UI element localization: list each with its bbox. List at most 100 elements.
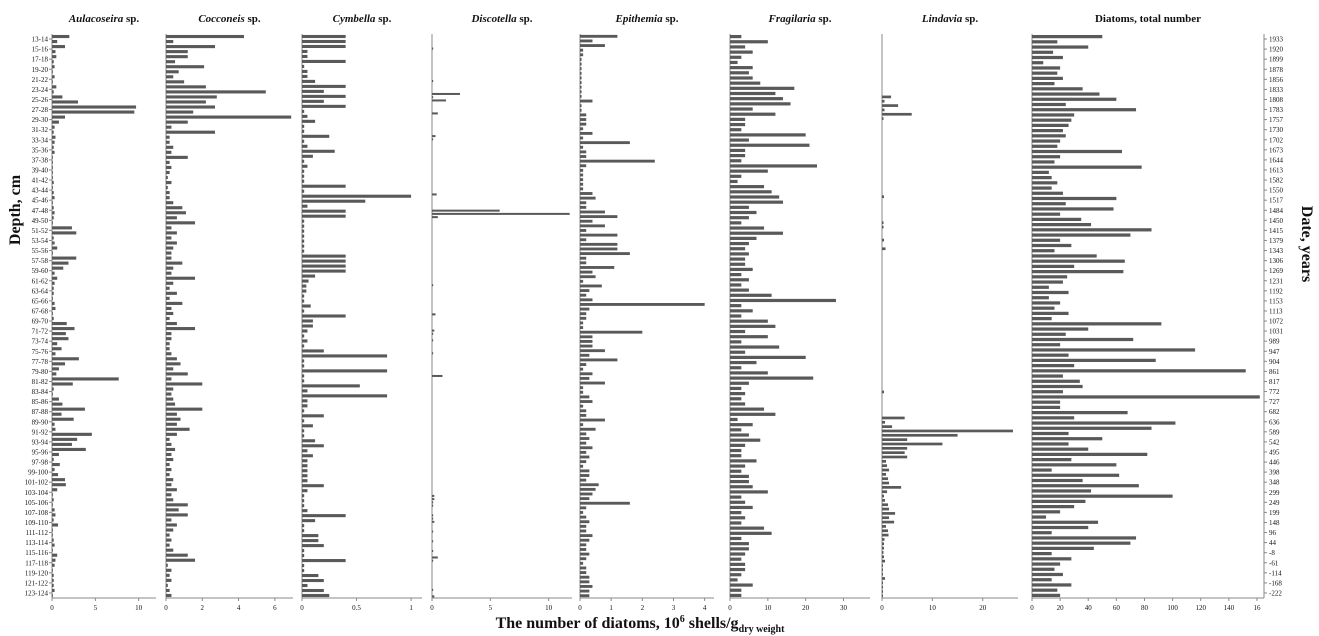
x-tick-label: 5: [489, 604, 493, 612]
bar: [52, 115, 65, 119]
bar: [882, 564, 884, 567]
bar: [432, 212, 570, 215]
bar: [166, 573, 170, 577]
date-tick-label: 1517: [1269, 197, 1284, 205]
bar: [580, 270, 593, 274]
x-tick-label: 100: [1167, 604, 1178, 612]
bar: [302, 573, 319, 578]
bar: [580, 487, 596, 491]
bar: [882, 247, 886, 251]
bar: [166, 50, 188, 54]
bar: [302, 509, 308, 513]
bar: [580, 44, 605, 47]
bar: [166, 120, 188, 124]
bar: [432, 520, 435, 523]
bar: [166, 221, 196, 225]
bar: [166, 473, 170, 477]
bar: [302, 179, 305, 183]
bar: [52, 221, 53, 225]
x-tick-label: 0: [50, 604, 54, 612]
bar: [580, 367, 584, 371]
bar: [166, 332, 172, 336]
bar: [302, 194, 412, 198]
bar: [580, 548, 587, 551]
bar: [52, 216, 54, 220]
bar: [302, 369, 388, 373]
panel-title-suffix: sp.: [245, 13, 261, 25]
bar: [730, 102, 791, 106]
bar: [52, 201, 53, 205]
bar: [52, 135, 56, 139]
bar: [432, 332, 434, 335]
bar: [1032, 290, 1069, 295]
bar: [166, 327, 196, 331]
bar: [52, 145, 54, 149]
x-tick-label: 20: [1057, 604, 1065, 612]
bar: [730, 174, 742, 178]
bar: [580, 492, 593, 496]
bar: [580, 85, 582, 89]
bar: [52, 256, 77, 260]
bar: [730, 366, 742, 370]
bar: [580, 136, 584, 140]
bar: [52, 533, 53, 537]
bar: [52, 578, 54, 582]
panel-6: Fragilaria sp. 0 10 20 30: [728, 13, 870, 612]
bar: [166, 437, 170, 441]
bar: [1032, 113, 1075, 117]
bar: [1032, 515, 1047, 519]
bar: [166, 578, 172, 582]
bar: [580, 483, 599, 487]
bar: [52, 186, 53, 190]
bar: [166, 337, 172, 341]
bar: [302, 479, 308, 483]
bar: [52, 357, 79, 361]
bar: [166, 397, 174, 401]
bar: [166, 140, 170, 144]
bar: [730, 55, 742, 59]
bar: [302, 459, 308, 463]
bar: [730, 45, 746, 49]
bar: [730, 340, 742, 344]
bar: [1032, 40, 1058, 44]
bar: [1032, 123, 1069, 128]
bar: [302, 84, 346, 88]
bar: [52, 301, 55, 305]
bar: [166, 105, 215, 109]
bar: [882, 473, 887, 476]
bar: [302, 284, 307, 288]
bar: [1032, 363, 1075, 368]
bar: [432, 138, 434, 141]
bar: [302, 344, 305, 348]
bar: [1032, 34, 1103, 39]
bar: [1032, 421, 1176, 425]
bar: [302, 149, 335, 153]
bar: [730, 490, 768, 494]
bar: [882, 538, 885, 541]
bar: [166, 175, 168, 180]
bar: [302, 539, 319, 543]
bar: [1032, 306, 1055, 310]
bar: [432, 588, 434, 591]
bar: [166, 261, 183, 265]
bar: [730, 257, 746, 261]
bar: [166, 115, 292, 119]
bar: [302, 544, 324, 548]
bar: [730, 479, 749, 484]
bar: [432, 329, 435, 332]
bar: [52, 352, 56, 356]
depth-tick-label: 15-16: [32, 46, 49, 54]
bar: [1032, 186, 1052, 190]
bar: [166, 402, 176, 406]
bar: [1032, 301, 1061, 305]
bar: [1032, 525, 1089, 530]
bar: [166, 593, 172, 598]
bar: [580, 99, 593, 103]
bar: [580, 455, 590, 459]
bar: [730, 324, 776, 328]
bar: [1032, 222, 1092, 227]
bar: [730, 179, 738, 184]
bar: [1032, 348, 1196, 352]
bar: [302, 349, 324, 353]
bar: [52, 342, 58, 346]
